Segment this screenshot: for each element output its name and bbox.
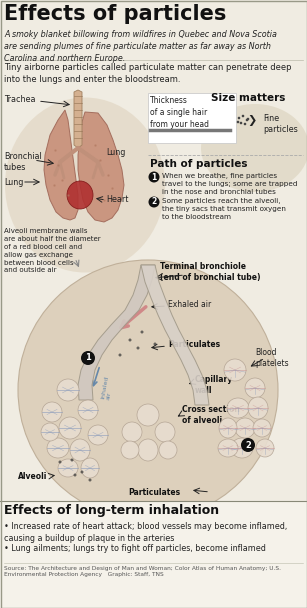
Circle shape <box>80 471 84 474</box>
Circle shape <box>247 118 249 120</box>
Text: Effects of long-term inhalation: Effects of long-term inhalation <box>4 504 219 517</box>
Text: Alveoli: Alveoli <box>18 472 47 481</box>
Polygon shape <box>78 112 124 222</box>
Text: Alveoli membrane walls
are about half the diameter
of a red blood cell and
allow: Alveoli membrane walls are about half th… <box>4 228 101 274</box>
Ellipse shape <box>227 398 249 418</box>
Ellipse shape <box>245 378 265 398</box>
Text: Lung: Lung <box>4 178 23 187</box>
Circle shape <box>244 123 246 125</box>
Text: Particulates: Particulates <box>128 488 180 497</box>
Polygon shape <box>74 90 82 148</box>
Text: 2: 2 <box>151 198 157 207</box>
Ellipse shape <box>67 181 93 209</box>
Circle shape <box>59 460 61 463</box>
Ellipse shape <box>253 419 271 437</box>
Text: 2: 2 <box>245 441 251 449</box>
Polygon shape <box>141 265 209 405</box>
Ellipse shape <box>121 441 139 459</box>
Ellipse shape <box>231 438 253 458</box>
Ellipse shape <box>42 402 62 422</box>
Text: Tiny airborne particles called particulate matter can penetrate deep
into the lu: Tiny airborne particles called particula… <box>4 63 292 84</box>
Text: Trachea: Trachea <box>4 95 36 104</box>
Circle shape <box>18 260 278 520</box>
Circle shape <box>242 115 244 117</box>
Ellipse shape <box>235 418 255 438</box>
Circle shape <box>154 342 157 345</box>
Ellipse shape <box>122 422 142 442</box>
Text: Source: The Architecture and Design of Man and Woman; Color Atlas of Human Anato: Source: The Architecture and Design of M… <box>4 566 281 577</box>
Text: Heart: Heart <box>106 195 128 204</box>
Ellipse shape <box>70 439 90 461</box>
Text: 1: 1 <box>151 173 157 182</box>
Circle shape <box>240 122 242 124</box>
FancyBboxPatch shape <box>148 93 236 143</box>
Text: Particulates: Particulates <box>168 340 220 349</box>
Circle shape <box>81 351 95 365</box>
Ellipse shape <box>137 404 159 426</box>
Text: Exhaled air: Exhaled air <box>168 300 211 309</box>
Text: • Lung ailments; lungs try to fight off particles, become inflamed: • Lung ailments; lungs try to fight off … <box>4 544 266 553</box>
Circle shape <box>129 339 131 342</box>
Circle shape <box>237 121 239 123</box>
Circle shape <box>149 196 160 207</box>
Text: Inhaled
air: Inhaled air <box>100 375 115 400</box>
Ellipse shape <box>88 425 108 445</box>
Text: When we breathe, fine particles
travel to the lungs; some are trapped
in the nos: When we breathe, fine particles travel t… <box>162 173 297 195</box>
Text: Blood
platelets: Blood platelets <box>255 348 289 368</box>
Ellipse shape <box>138 439 158 461</box>
Text: Bronchial
tubes: Bronchial tubes <box>4 152 42 172</box>
Ellipse shape <box>155 422 175 442</box>
Ellipse shape <box>81 458 99 478</box>
Text: Size matters: Size matters <box>211 93 285 103</box>
Text: Path of particles: Path of particles <box>150 159 247 169</box>
Ellipse shape <box>57 379 79 401</box>
Circle shape <box>88 478 91 482</box>
Circle shape <box>71 458 73 461</box>
Circle shape <box>238 117 240 119</box>
Text: Lung: Lung <box>106 148 125 157</box>
Ellipse shape <box>256 439 274 457</box>
Circle shape <box>137 347 139 350</box>
Ellipse shape <box>219 418 237 438</box>
Text: Fine
particles: Fine particles <box>263 114 298 134</box>
Ellipse shape <box>5 97 165 272</box>
Circle shape <box>73 474 76 477</box>
Ellipse shape <box>248 397 268 419</box>
Ellipse shape <box>78 400 98 420</box>
Ellipse shape <box>59 417 81 439</box>
Text: Some particles reach the alveoli,
the tiny sacs that transmit oxygen
to the bloo: Some particles reach the alveoli, the ti… <box>162 198 286 220</box>
Circle shape <box>141 331 143 334</box>
Ellipse shape <box>58 459 78 477</box>
Text: A smoky blanket billowing from wildfires in Quebec and Nova Scotia
are sending p: A smoky blanket billowing from wildfires… <box>4 30 277 63</box>
Ellipse shape <box>201 104 307 192</box>
Text: Terminal bronchiole
(end of bronchial tube): Terminal bronchiole (end of bronchial tu… <box>160 262 261 283</box>
Text: • Increased rate of heart attack; blood vessels may become inflamed,
causing a b: • Increased rate of heart attack; blood … <box>4 522 287 543</box>
Ellipse shape <box>218 439 238 457</box>
Ellipse shape <box>47 438 69 458</box>
Text: ❯: ❯ <box>247 115 257 126</box>
Circle shape <box>149 171 160 182</box>
Ellipse shape <box>224 359 246 381</box>
Text: Capillary
wall: Capillary wall <box>195 375 233 395</box>
Circle shape <box>241 438 255 452</box>
Text: Cross section
of alveoli: Cross section of alveoli <box>182 405 240 426</box>
Circle shape <box>119 353 122 356</box>
Circle shape <box>246 119 248 122</box>
FancyBboxPatch shape <box>0 501 307 608</box>
Text: Effects of particles: Effects of particles <box>4 4 226 24</box>
Text: 1: 1 <box>85 353 91 362</box>
Polygon shape <box>78 265 155 400</box>
Text: Thickness
of a single hair
from your head: Thickness of a single hair from your hea… <box>150 96 209 129</box>
Ellipse shape <box>41 423 59 441</box>
Ellipse shape <box>159 441 177 459</box>
Polygon shape <box>44 110 78 220</box>
